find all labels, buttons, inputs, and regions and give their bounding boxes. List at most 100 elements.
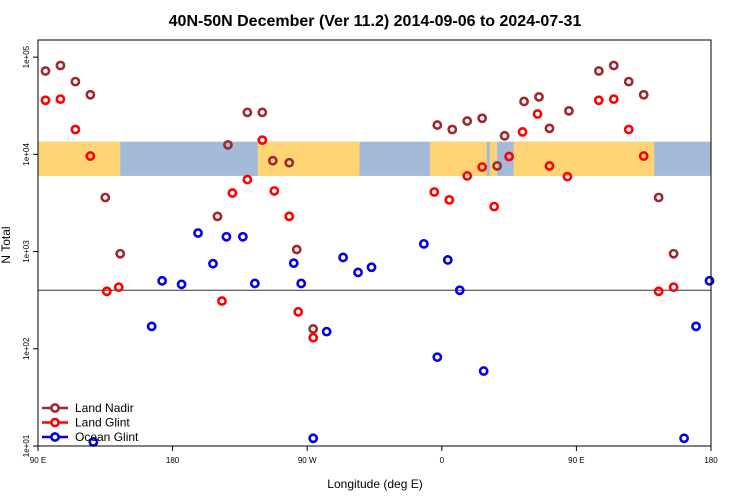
land-nadir-point-23 [564, 105, 574, 116]
land-glint-point-25 [608, 94, 619, 104]
ocean-glint-point-11 [308, 433, 319, 444]
y-axis: 1e+01 1e+02 1e+03 1e+04 1e+05 [22, 45, 38, 457]
land-glint-point-18 [489, 201, 500, 212]
land-nadir-point-27 [638, 89, 649, 100]
map-band [38, 141, 711, 176]
legend-label-ocean-glint: Ocean Glint [75, 430, 139, 444]
y-axis-label: N Total [0, 226, 13, 263]
land-glint-point-29 [668, 282, 679, 293]
land-glint-point-20 [517, 127, 528, 137]
land-nadir-point-4 [100, 192, 111, 203]
land-nadir-point-15 [447, 124, 458, 135]
ocean-glint-point-23 [704, 275, 715, 286]
land-nadir-point-2 [70, 76, 81, 87]
ocean-glint-point-3 [176, 279, 187, 290]
ocean-glint-point-15 [366, 262, 377, 273]
land-nadir-point-0 [40, 66, 51, 76]
ocean-glint-point-14 [353, 267, 363, 278]
series-land-nadir [40, 60, 679, 334]
land-nadir-point-13 [308, 324, 319, 334]
land-glint-point-14 [429, 187, 440, 197]
land-nadir-point-16 [462, 116, 473, 126]
land-nadir-point-28 [653, 192, 664, 203]
land-nadir-point-18 [492, 161, 503, 171]
land-glint-point-16 [462, 171, 473, 181]
land-glint-point-5 [113, 282, 124, 293]
land-glint-point-23 [562, 171, 573, 182]
legend-marker-land-nadir [50, 403, 60, 413]
land-glint-point-17 [477, 162, 488, 172]
land-nadir-point-25 [608, 60, 619, 71]
y-tick-label-3: 1e+04 [22, 143, 31, 166]
x-axis: 90 E 180 90 W 0 90 E 180 [30, 446, 718, 465]
ocean-glint-point-8 [249, 278, 260, 289]
land-glint-point-3 [85, 151, 96, 161]
land-nadir-point-5 [115, 248, 126, 259]
ocean-glint-point-20 [478, 366, 489, 376]
land-glint-point-27 [638, 151, 649, 161]
x-axis-label: Longitude (deg E) [327, 477, 422, 491]
land-nadir-point-10 [267, 155, 278, 166]
ocean-glint-point-5 [208, 258, 218, 269]
ocean-glint-point-19 [454, 285, 465, 296]
x-tick-label-5: 180 [704, 456, 718, 465]
land-nadir-point-29 [668, 248, 679, 259]
land-glint-point-10 [269, 186, 280, 196]
ocean-glint-point-16 [418, 238, 429, 249]
x-tick-label-3: 0 [440, 456, 445, 465]
land-nadir-point-1 [55, 60, 66, 71]
map-land-europe [429, 141, 487, 176]
land-glint-point-1 [55, 94, 66, 104]
chart-title: 40N-50N December (Ver 11.2) 2014-09-06 t… [169, 13, 582, 30]
x-tick-label-2: 90 W [298, 456, 317, 465]
legend-marker-ocean-glint [50, 432, 60, 442]
map-land-asia-pacific [38, 141, 121, 176]
y-tick-label-1: 1e+02 [22, 337, 31, 360]
ocean-glint-point-18 [442, 255, 453, 265]
land-glint-point-21 [532, 109, 543, 119]
x-tick-label-1: 180 [166, 456, 180, 465]
land-nadir-point-8 [242, 107, 253, 118]
land-glint-point-22 [544, 161, 555, 171]
legend-label-land-nadir: Land Nadir [75, 401, 134, 415]
plot-frame [37, 39, 712, 447]
ocean-glint-point-12 [321, 326, 332, 337]
land-glint-point-2 [70, 124, 81, 135]
y-tick-label-4: 1e+05 [22, 45, 31, 68]
land-glint-point-24 [593, 95, 604, 106]
land-nadir-point-26 [623, 76, 634, 87]
land-glint-point-12 [293, 306, 304, 317]
ocean-glint-point-17 [432, 352, 443, 363]
land-nadir-point-20 [519, 96, 529, 107]
land-glint-point-19 [504, 151, 514, 162]
ocean-glint-point-13 [338, 252, 348, 263]
land-glint-point-8 [242, 174, 253, 185]
land-glint-point-0 [40, 95, 51, 106]
land-nadir-point-9 [257, 107, 268, 118]
ocean-glint-point-21 [679, 433, 689, 444]
ocean-glint-point-10 [296, 278, 307, 289]
map-land-central-asia [513, 141, 655, 176]
land-glint-point-6 [217, 296, 227, 306]
land-nadir-point-6 [212, 211, 223, 222]
land-glint-point-13 [308, 332, 319, 343]
land-nadir-point-3 [85, 89, 96, 100]
land-glint-point-9 [257, 135, 268, 146]
ocean-glint-point-6 [221, 231, 232, 242]
land-glint-point-4 [101, 286, 112, 297]
ocean-glint-point-1 [146, 321, 157, 332]
land-nadir-point-24 [593, 66, 604, 76]
ocean-glint-point-4 [193, 228, 203, 238]
land-nadir-point-14 [432, 120, 443, 130]
land-nadir-point-7 [223, 140, 233, 150]
series-land-glint [40, 94, 679, 343]
legend-marker-land-glint [50, 417, 60, 428]
land-nadir-point-17 [477, 113, 488, 124]
ocean-glint-point-7 [237, 231, 248, 242]
land-nadir-point-21 [534, 91, 544, 102]
land-glint-point-28 [653, 286, 664, 297]
land-nadir-point-22 [544, 123, 555, 134]
land-nadir-point-19 [499, 130, 510, 141]
land-nadir-point-12 [291, 244, 302, 255]
